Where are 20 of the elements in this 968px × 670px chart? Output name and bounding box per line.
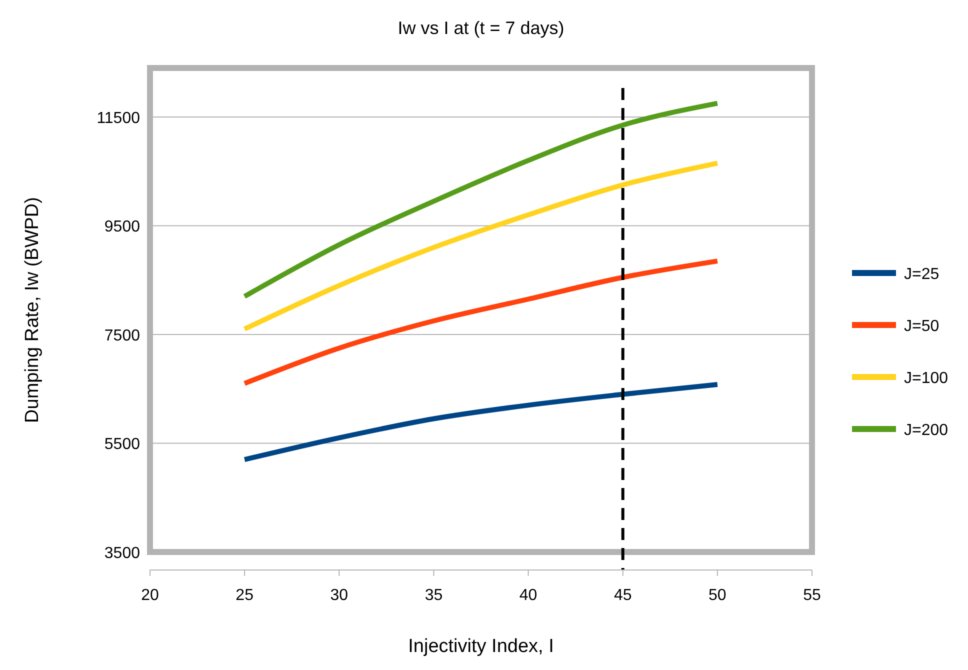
x-tick-label: 45	[614, 587, 632, 604]
x-tick-label: 35	[424, 587, 443, 604]
legend-label: J=25	[904, 266, 940, 283]
x-tick-label: 20	[141, 587, 159, 604]
y-tick-label: 5500	[104, 436, 140, 454]
y-tick-label: 3500	[104, 545, 140, 562]
y-axis-title: Dumping Rate, Iw (BWPD)	[22, 197, 43, 423]
x-tick-label: 25	[236, 587, 254, 604]
legend-label: J=100	[904, 370, 948, 387]
x-tick-label: 50	[708, 587, 726, 604]
y-tick-label: 11500	[96, 110, 140, 127]
y-tick-label: 7500	[104, 327, 140, 344]
x-tick-label: 40	[519, 587, 538, 604]
chart-title: Iw vs I at (t = 7 days)	[398, 18, 564, 38]
x-tick-label: 55	[803, 587, 821, 604]
legend-label: J=200	[904, 422, 948, 439]
legend-label: J=50	[904, 318, 940, 335]
x-axis-title: Injectivity Index, I	[408, 636, 554, 657]
y-tick-label: 9500	[104, 218, 140, 236]
x-tick-label: 30	[330, 587, 348, 604]
